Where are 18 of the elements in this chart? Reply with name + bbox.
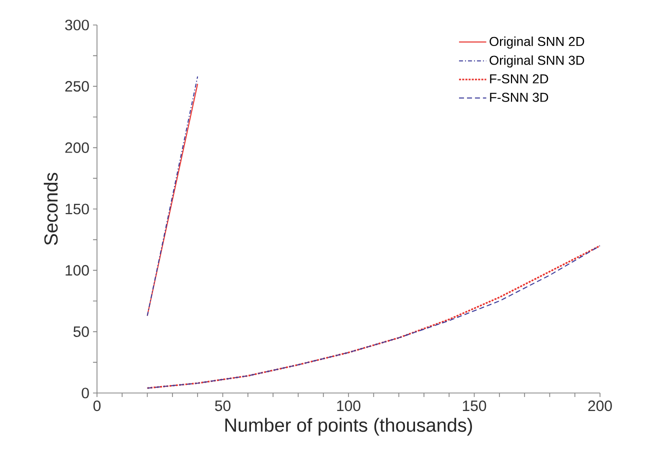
y-tick-label: 100 [66,265,89,276]
y-tick-label: 150 [66,204,89,214]
x-tick-label: 200 [588,400,612,412]
y-tick-label: 50 [73,326,89,337]
x-tick-label: 50 [215,400,230,412]
x-axis-title: Number of points (thousands) [225,418,472,436]
legend-label: Original SNN 3D [490,55,584,68]
x-tick-label: 150 [462,400,486,412]
y-tick-label: 250 [65,81,89,92]
legend-label: Original SNN 2D [490,36,584,49]
legend-label: F-SNN 2D [490,74,548,84]
y-tick-label: 0 [82,388,89,398]
x-tick-label: 100 [337,400,360,412]
y-tick-label: 200 [65,142,89,153]
y-axis-title: Seconds [44,172,58,245]
y-tick-label: 300 [65,20,89,30]
legend-label: F-SNN 3D [490,92,548,102]
x-tick-label: 0 [93,400,101,412]
